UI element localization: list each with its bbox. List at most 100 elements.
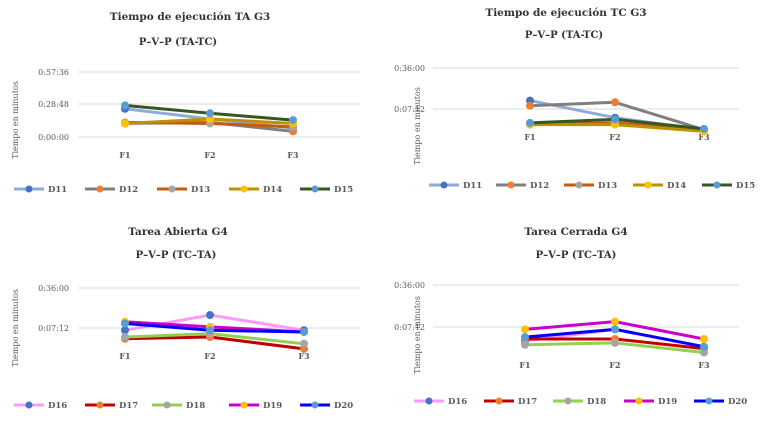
- y-tick-label: 0:57:36: [38, 68, 69, 77]
- legend: D11 D12 D13 D14 D15: [14, 185, 353, 195]
- legend-label: D11: [463, 181, 482, 191]
- data-point: [121, 101, 129, 110]
- chart-subtitle: P–V–P (TC–TA): [536, 250, 617, 261]
- legend-marker: [713, 181, 721, 189]
- chart-panel-tc-g3: Tiempo de ejecución TC G3 P–V–P (TA-TC) …: [381, 0, 762, 210]
- legend-label: D16: [448, 397, 467, 407]
- chart-svg: Tarea Cerrada G4 P–V–P (TC–TA) Tiempo en…: [394, 226, 747, 407]
- y-axis-label: Tiempo en minutos: [413, 87, 422, 165]
- data-point: [289, 116, 297, 125]
- data-point: [526, 118, 534, 127]
- chart-title: Tarea Cerrada G4: [524, 226, 627, 238]
- legend: D16 D17 D18 D19 D20: [14, 401, 353, 411]
- series-line: [124, 335, 305, 351]
- legend-marker: [575, 181, 583, 189]
- chart-svg: Tiempo de ejecución TA G3 P–V–P (TA-TC) …: [11, 11, 360, 195]
- data-point: [700, 124, 708, 133]
- data-point: [206, 109, 214, 118]
- data-point: [526, 101, 534, 110]
- data-point: [521, 340, 529, 349]
- legend-marker: [705, 397, 713, 405]
- x-tick-label: F3: [298, 351, 310, 361]
- data-point: [700, 335, 708, 343]
- legend-label: D18: [587, 397, 606, 407]
- chart-panel-ta-g3: Tiempo de ejecución TA G3 P–V–P (TA-TC) …: [0, 0, 381, 210]
- legend-marker: [440, 181, 448, 189]
- y-tick-label: 0:36:00: [394, 64, 425, 73]
- chart-title: Tiempo de ejecución TA G3: [110, 11, 270, 23]
- legend-marker: [240, 401, 248, 409]
- legend-label: D20: [334, 401, 353, 411]
- chart-svg: Tarea Abierta G4 P–V–P (TC–TA) Tiempo en…: [11, 226, 360, 411]
- chart-title: Tarea Abierta G4: [128, 226, 228, 238]
- legend-label: D13: [598, 181, 617, 191]
- legend-marker: [96, 185, 104, 193]
- legend-marker: [311, 185, 319, 193]
- y-axis-label: Tiempo en minutos: [11, 81, 20, 159]
- data-point: [206, 326, 214, 335]
- data-point: [206, 114, 214, 123]
- x-tick-label: F2: [609, 132, 620, 142]
- y-tick-label: 0:36:00: [394, 281, 425, 290]
- chart-panel-tarea-abierta-g4: Tarea Abierta G4 P–V–P (TC–TA) Tiempo en…: [0, 211, 381, 421]
- legend-label: D19: [658, 397, 677, 407]
- legend-label: D12: [530, 181, 549, 191]
- data-point: [121, 319, 129, 328]
- y-tick-label: 0:28:48: [38, 100, 69, 109]
- y-tick-label: 0:36:00: [38, 284, 69, 293]
- data-point: [611, 317, 619, 326]
- data-point: [611, 115, 619, 124]
- legend-label: D20: [728, 397, 747, 407]
- y-tick-label: 0:07:12: [38, 324, 69, 333]
- x-tick-label: F1: [119, 150, 130, 160]
- data-point: [700, 342, 708, 351]
- plot-area: 0:00:00 0:28:48 0:57:36 F1 F2 F3: [38, 68, 360, 160]
- chart-title: Tiempo de ejecución TC G3: [485, 7, 646, 19]
- x-tick-label: F3: [287, 150, 299, 160]
- data-point: [121, 326, 129, 335]
- data-point: [206, 311, 214, 320]
- chart-panel-tarea-cerrada-g4: Tarea Cerrada G4 P–V–P (TC–TA) Tiempo en…: [381, 211, 762, 421]
- chart-subtitle: P–V–P (TA-TC): [139, 37, 217, 48]
- legend-marker: [507, 181, 515, 189]
- x-tick-label: F1: [519, 360, 530, 370]
- legend-label: D19: [263, 401, 282, 411]
- plot-area: 0:07:12 0:36:00 F1 F2 F3: [394, 281, 739, 370]
- data-point: [611, 98, 619, 107]
- legend-label: D13: [191, 185, 210, 195]
- x-tick-label: F2: [204, 150, 215, 160]
- y-axis-label: Tiempo en minutos: [413, 296, 422, 374]
- y-tick-label: 0:07:12: [394, 323, 425, 332]
- legend: D16 D17 D18 D19 D20: [414, 397, 747, 407]
- data-point: [700, 348, 708, 357]
- data-point: [300, 327, 308, 336]
- y-axis-label: Tiempo en minutos: [11, 289, 20, 367]
- legend-marker: [495, 397, 503, 405]
- plot-area: 0:07:12 0:36:00 F1 F2 F3: [38, 284, 360, 361]
- data-point: [521, 325, 529, 334]
- data-point: [121, 119, 129, 128]
- data-point: [611, 325, 619, 334]
- x-tick-label: F3: [698, 360, 710, 370]
- legend-marker: [635, 397, 643, 405]
- data-point: [300, 339, 308, 348]
- chart-subtitle: P–V–P (TA-TC): [525, 30, 603, 41]
- legend-marker: [96, 401, 104, 409]
- legend: D11 D12 D13 D14 D15: [429, 181, 755, 191]
- x-tick-label: F1: [119, 351, 130, 361]
- legend-label: D15: [736, 181, 755, 191]
- legend-marker: [25, 185, 33, 193]
- data-point: [121, 333, 129, 342]
- x-tick-label: F2: [204, 351, 215, 361]
- legend-label: D15: [334, 185, 353, 195]
- x-tick-label: F2: [609, 360, 620, 370]
- legend-label: D11: [48, 185, 67, 195]
- legend-label: D14: [667, 181, 686, 191]
- legend-marker: [168, 185, 176, 193]
- legend-label: D17: [119, 401, 138, 411]
- legend-label: D16: [48, 401, 67, 411]
- y-tick-label: 0:00:00: [38, 133, 69, 142]
- legend-label: D12: [119, 185, 138, 195]
- legend-marker: [240, 185, 248, 193]
- legend-marker: [564, 397, 572, 405]
